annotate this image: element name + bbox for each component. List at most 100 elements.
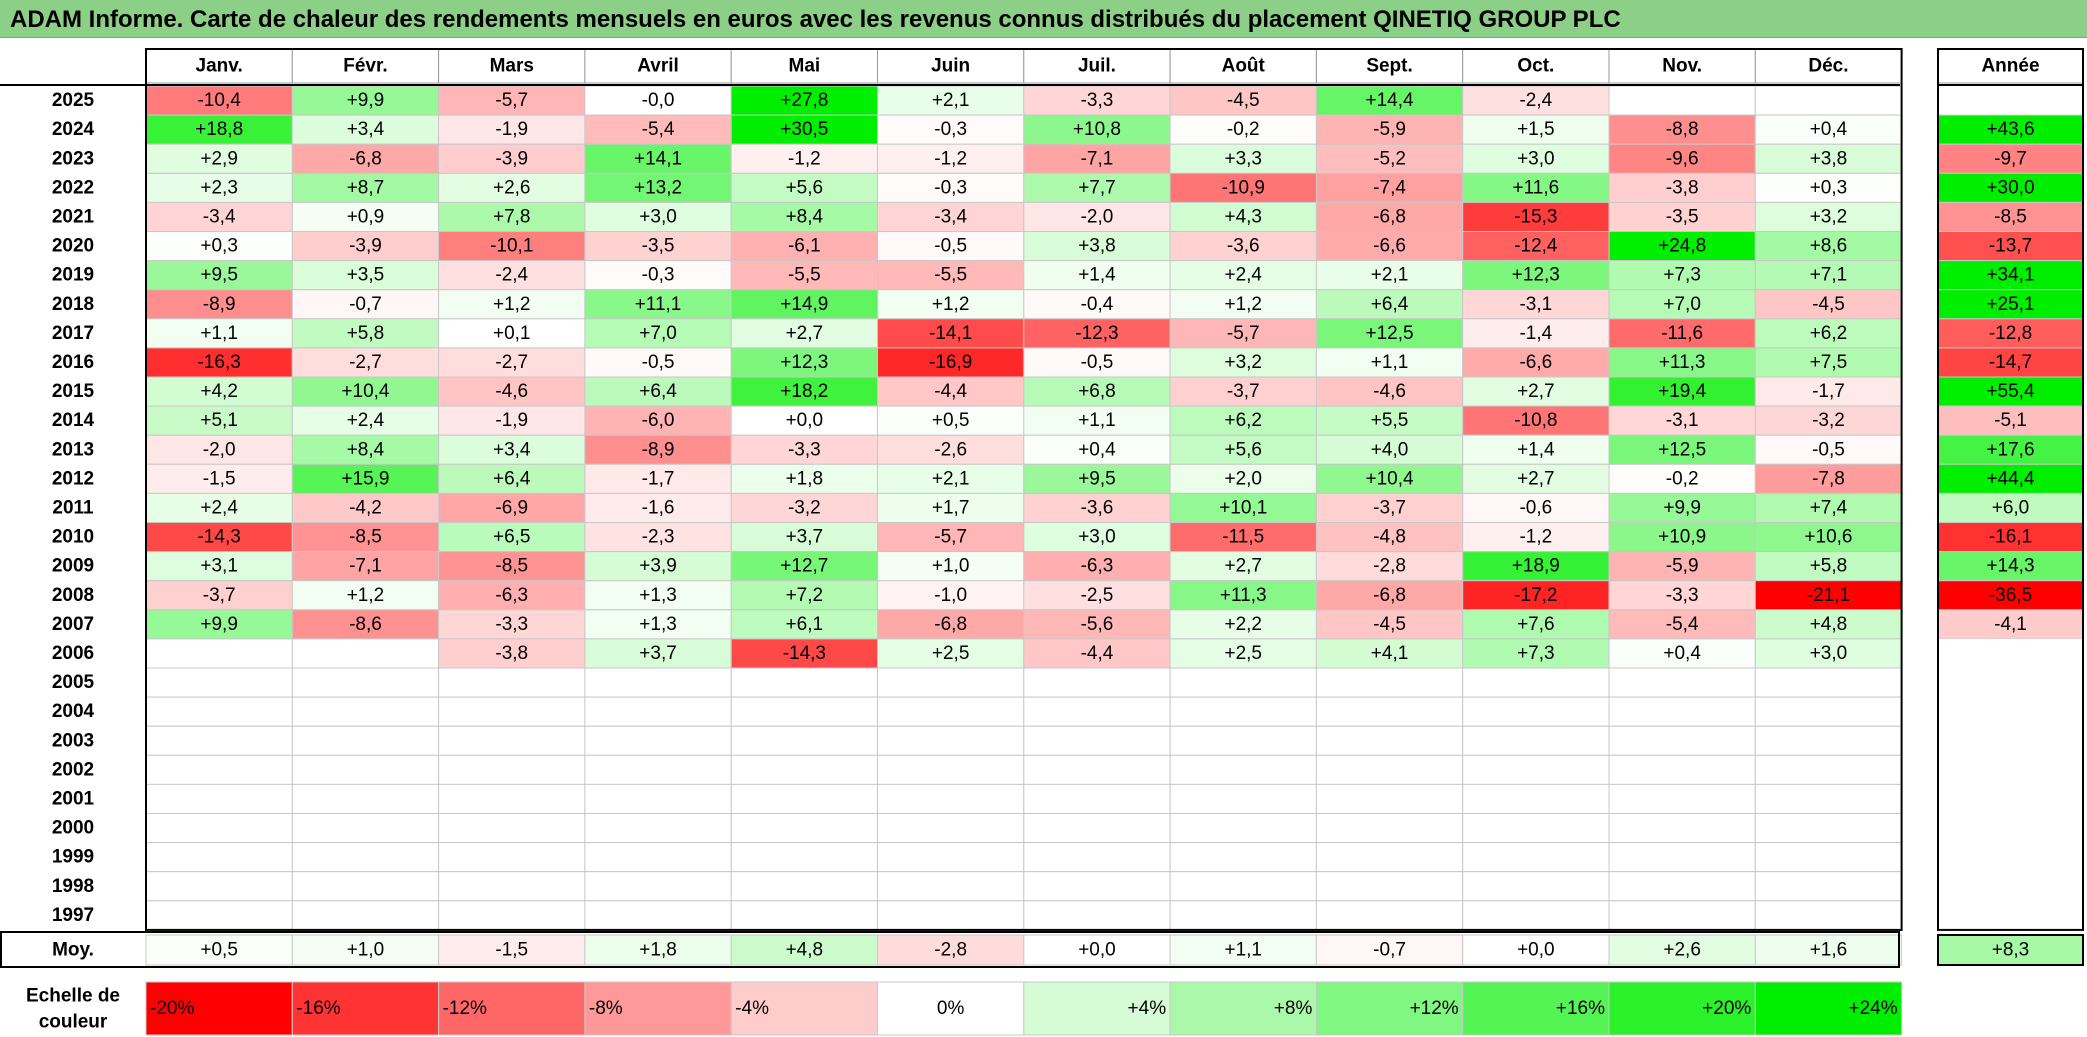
cell-value: +27,8 [780,90,828,111]
cell-value: +7,1 [1810,265,1848,286]
cell-value: -2,6 [934,439,967,460]
year-label: 1997 [52,905,94,926]
heatmap-cell [730,492,879,523]
heatmap-cell [1169,434,1317,465]
heatmap-cell [730,725,879,756]
cell-value: -1,4 [1519,323,1552,344]
average-value: +0,0 [1078,940,1116,961]
heatmap-cell [584,172,732,203]
heatmap-cell [291,580,440,611]
heatmap-cell [730,783,879,815]
scale-label: 0% [937,998,965,1019]
cell-value: -1,2 [788,148,821,169]
cell-value: -4,2 [349,497,382,518]
heatmap-cell [584,638,732,669]
cell-value: +7,5 [1810,352,1848,373]
cell-value: +30,5 [780,119,828,140]
cell-value: -0,6 [1519,497,1552,518]
cell-value: -15,3 [1514,206,1557,227]
cell-value: +5,6 [1224,439,1262,460]
heatmap-cell [1462,231,1610,262]
cell-value: -5,6 [1081,614,1114,635]
heatmap-cell [145,551,293,582]
heatmap-cell [1462,696,1610,727]
heatmap-cell [877,347,1025,378]
heatmap-cell [438,201,586,232]
heatmap-cell [877,813,1025,844]
cell-value: -8,5 [495,556,528,577]
scale-swatch [877,981,1025,1036]
heatmap-cell [1462,318,1610,349]
cell-value: -2,7 [495,352,528,373]
heatmap-cell [291,492,440,523]
month-header-cell [291,48,440,84]
heatmap-cell [1023,813,1171,844]
cell-value: -8,6 [349,614,382,635]
month-header: Avril [637,56,679,77]
cell-value: +1,8 [786,468,824,489]
cell-value: +5,1 [200,410,238,431]
year-label: 2010 [52,527,94,548]
heatmap-cell [1315,900,1464,931]
month-header: Mars [490,56,534,77]
cell-value: +4,3 [1224,206,1262,227]
average-annual-cell [1937,934,2084,966]
cell-value: -3,5 [642,236,675,257]
heatmap-cell [730,522,879,553]
cell-value: +12,5 [1366,323,1414,344]
average-label: Moy. [52,940,94,961]
year-label: 2007 [52,614,94,635]
cell-value: +3,8 [1810,148,1848,169]
heatmap-cell [1315,842,1464,873]
heatmap-cell [1023,143,1171,174]
heatmap-cell [1608,842,1756,873]
heatmap-cell [438,522,586,553]
heatmap-cell [145,289,293,320]
cell-value: +0,9 [347,206,385,227]
heatmap-cell [877,842,1025,873]
scale-swatch [1462,981,1610,1036]
heatmap-cell [1754,813,1903,844]
heatmap-cell [584,813,732,844]
annual-value: +6,0 [1992,497,2030,518]
cell-value: +7,3 [1517,643,1555,664]
cell-value: -4,5 [1227,90,1260,111]
cell-value: -6,3 [495,585,528,606]
cell-value: +13,2 [634,177,682,198]
cell-value: -8,8 [1666,119,1699,140]
cell-value: -11,6 [1661,323,1703,344]
cell-value: -0,2 [1666,468,1699,489]
heatmap-cell [877,405,1025,436]
cell-value: +3,0 [1078,527,1116,548]
heatmap-cell [438,580,586,611]
cell-value: -5,2 [1373,148,1406,169]
heatmap-cell [1608,85,1756,116]
month-header-cell [1169,48,1317,84]
year-label: 2023 [52,148,94,169]
cell-value: +12,7 [780,556,828,577]
heatmap-cell [730,347,879,378]
heatmap-cell [1169,725,1317,756]
cell-value: +24,8 [1658,236,1706,257]
heatmap-cell [1754,871,1903,902]
heatmap-cell [877,231,1025,262]
year-label: 2000 [52,818,94,839]
heatmap-cell [584,871,732,902]
heatmap-cell [1315,871,1464,902]
cell-value: +1,2 [493,294,531,315]
average-cell [1462,934,1610,966]
cell-value: -6,3 [1081,556,1114,577]
cell-value: +2,7 [1517,381,1555,402]
heatmap-cell [1754,667,1903,698]
heatmap-cell [438,114,586,145]
year-label: 2019 [52,265,94,286]
cell-value: +9,9 [1663,497,1701,518]
heatmap-cell [877,434,1025,465]
heatmap-cell [145,609,293,640]
cell-value: +2,4 [200,497,238,518]
heatmap-cell [145,813,293,844]
average-cell [584,934,732,966]
cell-value: -11,5 [1222,527,1264,548]
cell-value: +9,5 [200,265,238,286]
heatmap-cell [1462,289,1610,320]
